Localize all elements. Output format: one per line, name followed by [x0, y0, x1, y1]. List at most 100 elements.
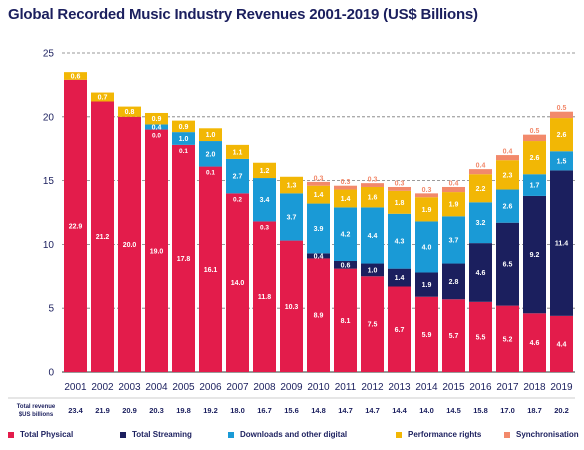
- data-label: 10.3: [285, 304, 299, 311]
- data-label: 1.9: [449, 202, 459, 209]
- bar-segment: [415, 221, 438, 273]
- data-label: 0.6: [341, 262, 351, 269]
- bar-segment: [145, 112, 168, 125]
- x-tick-label: 2018: [523, 382, 546, 393]
- bar-segment: [226, 193, 249, 372]
- bar-segment: [280, 176, 303, 194]
- bar-segment: [199, 166, 222, 372]
- data-label: 2.3: [503, 172, 513, 179]
- x-tick-label: 2004: [145, 382, 168, 393]
- legend-swatch: [228, 431, 234, 438]
- bar-segment: [550, 170, 573, 316]
- data-label: 16.1: [204, 267, 218, 274]
- data-label: 1.9: [422, 282, 432, 289]
- bar-segment: [253, 221, 276, 372]
- data-label: 0.5: [557, 105, 567, 112]
- bar-segment: [307, 185, 330, 204]
- bar-segment: [280, 193, 303, 241]
- bar-segment: [496, 305, 519, 372]
- data-label: 0.4: [449, 180, 459, 187]
- bar-segment: [64, 79, 87, 373]
- y-tick-label: 0: [48, 368, 54, 379]
- bar-segment: [118, 116, 141, 372]
- legend-swatch: [120, 431, 126, 438]
- x-tick-label: 2005: [172, 382, 195, 393]
- y-tick-label: 5: [48, 304, 54, 315]
- data-label: 1.5: [557, 158, 567, 165]
- bar-segment: [361, 186, 384, 208]
- data-label: 3.7: [449, 237, 459, 244]
- data-label: 1.6: [368, 195, 378, 202]
- data-label: 0.3: [368, 177, 378, 184]
- data-label: 5.5: [476, 334, 486, 341]
- bar-segment: [388, 186, 411, 191]
- data-label: 7.5: [368, 322, 378, 329]
- data-label: 14.0: [231, 280, 245, 287]
- data-label: 4.6: [476, 270, 486, 277]
- data-label: 21.2: [96, 234, 110, 241]
- totals-row-label: Total revenue: [17, 404, 56, 410]
- x-tick-label: 2006: [199, 382, 222, 393]
- data-label: 0.9: [179, 124, 189, 131]
- bar-segment: [280, 240, 303, 372]
- bar-segment: [226, 158, 249, 194]
- total-revenue-value: 20.2: [554, 406, 569, 415]
- small-data-label: 0.1: [206, 170, 215, 177]
- bar-segment: [361, 207, 384, 264]
- bar-segment: [415, 193, 438, 198]
- bar-segment: [361, 263, 384, 277]
- bar-segment: [118, 106, 141, 117]
- data-label: 0.3: [314, 175, 324, 182]
- bar-segment: [307, 181, 330, 186]
- bar-segment: [334, 268, 357, 372]
- total-revenue-value: 14.0: [419, 406, 434, 415]
- data-label: 5.2: [503, 336, 513, 343]
- bar-segment: [334, 260, 357, 269]
- data-label: 4.3: [395, 239, 405, 246]
- data-label: 2.6: [503, 204, 513, 211]
- data-label: 0.3: [422, 187, 432, 194]
- total-revenue-value: 18.7: [527, 406, 542, 415]
- chart-legend: Total Physical Total Streaming Downloads a…: [8, 430, 580, 444]
- data-label: 3.7: [287, 214, 297, 221]
- data-label: 0.6: [71, 73, 81, 80]
- x-tick-label: 2008: [253, 382, 276, 393]
- data-label: 1.1: [233, 149, 243, 156]
- bar-segment: [388, 268, 411, 287]
- total-revenue-value: 18.0: [230, 406, 245, 415]
- bar-segment: [415, 197, 438, 222]
- total-revenue-value: 19.2: [203, 406, 218, 415]
- data-label: 8.9: [314, 313, 324, 320]
- bar-segment: [361, 183, 384, 187]
- y-tick-label: 10: [43, 240, 55, 251]
- bar-segment: [64, 72, 87, 80]
- total-revenue-value: 19.8: [176, 406, 191, 415]
- bar-segment: [496, 222, 519, 306]
- total-revenue-value: 14.5: [446, 406, 461, 415]
- total-revenue-value: 16.7: [257, 406, 272, 415]
- x-tick-label: 2001: [64, 382, 87, 393]
- bar-segment: [307, 253, 330, 259]
- data-label: 8.1: [341, 318, 351, 325]
- x-tick-label: 2012: [361, 382, 384, 393]
- small-data-label: 0.1: [179, 148, 188, 155]
- total-revenue-value: 20.9: [122, 406, 137, 415]
- data-label: 1.0: [179, 136, 189, 143]
- bar-segment: [334, 189, 357, 208]
- bar-segment: [172, 132, 195, 145]
- bar-segment: [496, 189, 519, 223]
- small-data-label: 0.3: [260, 224, 269, 231]
- bar-segment: [388, 190, 411, 214]
- data-label: 6.7: [395, 327, 405, 334]
- x-tick-label: 2003: [118, 382, 141, 393]
- data-label: 5.7: [449, 333, 459, 340]
- bar-segment: [442, 192, 465, 217]
- bar-segment: [172, 144, 195, 372]
- bar-segment: [469, 301, 492, 372]
- bar-segment: [145, 129, 168, 372]
- x-tick-label: 2010: [307, 382, 330, 393]
- data-label: 2.7: [233, 174, 243, 181]
- bar-segment: [91, 92, 114, 102]
- legend-label: Performance rights: [408, 430, 482, 439]
- data-label: 1.4: [395, 275, 405, 282]
